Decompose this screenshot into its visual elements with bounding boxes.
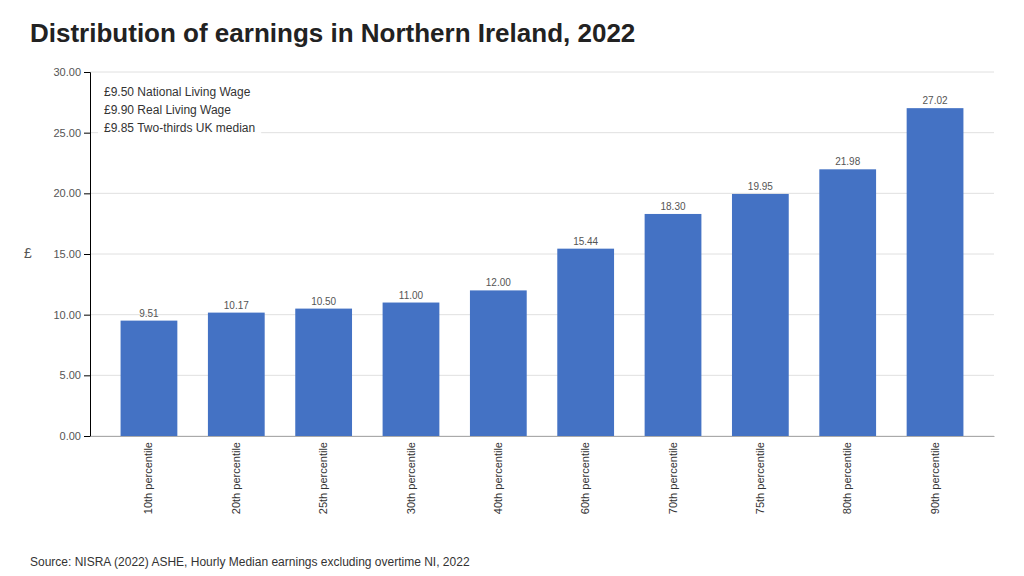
- y-tick-mark: [84, 315, 90, 316]
- data-label: 12.00: [486, 277, 511, 288]
- data-label: 19.95: [748, 181, 773, 192]
- x-tick-label: 60th percentile: [579, 442, 591, 514]
- grid: [90, 72, 994, 436]
- x-axis: 10th percentile 20th percentile 25th perce…: [91, 437, 995, 515]
- y-tick-label: 15.00: [53, 248, 81, 260]
- annotation-box: [98, 80, 261, 142]
- grid-line: [90, 72, 994, 73]
- x-tick-label: 70th percentile: [667, 442, 679, 514]
- bar: [383, 303, 440, 436]
- data-label: 10.17: [224, 300, 249, 311]
- y-tick-mark: [84, 133, 90, 134]
- chart: Distribution of earnings in Northern Ire…: [0, 0, 1024, 576]
- data-label: 27.02: [923, 95, 948, 106]
- y-tick-mark: [84, 436, 90, 437]
- x-tick-label: 90th percentile: [929, 442, 941, 514]
- data-label: 9.51: [139, 308, 159, 319]
- x-tick: 60th percentile: [579, 442, 591, 514]
- x-tick: 40th percentile: [492, 442, 504, 514]
- annotation-text: £9.50 National Living Wage: [104, 85, 251, 99]
- bar: [645, 214, 702, 436]
- x-tick: 75th percentile: [754, 442, 766, 514]
- annotation-text: £9.85 Two-thirds UK median: [104, 121, 255, 135]
- y-tick-mark: [84, 375, 90, 376]
- y-tick: 25.00: [53, 127, 90, 139]
- y-tick: 30.00: [53, 66, 90, 78]
- x-tick-label: 75th percentile: [754, 442, 766, 514]
- y-axis-line: [84, 73, 91, 437]
- y-tick-mark: [84, 193, 90, 194]
- y-tick: 0.00: [60, 430, 90, 442]
- data-label: 15.44: [573, 236, 598, 247]
- bar: [907, 108, 964, 436]
- x-tick-label: 20th percentile: [230, 442, 242, 514]
- source: Source: NISRA (2022) ASHE, Hourly Median…: [30, 555, 470, 569]
- bar: [732, 194, 789, 436]
- y-tick-label: 5.00: [60, 369, 81, 381]
- x-tick-label: 30th percentile: [405, 442, 417, 514]
- x-tick: 80th percentile: [841, 442, 853, 514]
- y-tick: 20.00: [53, 187, 90, 199]
- y-tick: 10.00: [53, 309, 90, 321]
- x-tick: 30th percentile: [405, 442, 417, 514]
- annotation-text: £9.90 Real Living Wage: [104, 103, 231, 117]
- bar: [121, 321, 178, 436]
- bar: [557, 249, 614, 436]
- x-tick-label: 25th percentile: [317, 442, 329, 514]
- title: Distribution of earnings in Northern Ire…: [30, 18, 635, 48]
- x-tick: 25th percentile: [317, 442, 329, 514]
- y-tick-mark: [84, 254, 90, 255]
- y-axis: 0.00 5.00 10.00 15.00 20.00 25.00 30.00: [53, 66, 90, 442]
- x-tick-label: 10th percentile: [142, 442, 154, 514]
- y-tick-mark: [84, 72, 90, 73]
- data-label: 18.30: [660, 201, 685, 212]
- x-tick: 10th percentile: [142, 442, 154, 514]
- data-label: 11.00: [399, 290, 424, 301]
- x-tick: 20th percentile: [230, 442, 242, 514]
- y-tick: 5.00: [60, 369, 90, 381]
- y-tick-label: 25.00: [53, 127, 81, 139]
- x-tick-label: 40th percentile: [492, 442, 504, 514]
- bar: [470, 290, 527, 436]
- annotation: £9.50 National Living Wage £9.90 Real Liv…: [98, 80, 261, 142]
- x-tick-label: 80th percentile: [841, 442, 853, 514]
- y-tick-label: 10.00: [53, 309, 81, 321]
- plot: 0.00 5.00 10.00 15.00 20.00 25.00 30.00 10th pe…: [53, 66, 994, 514]
- bars: [121, 108, 964, 436]
- y-tick-label: 20.00: [53, 187, 81, 199]
- y-tick-label: 0.00: [60, 430, 81, 442]
- data-label: 10.50: [311, 296, 336, 307]
- x-axis-line: [91, 436, 995, 437]
- bar: [819, 169, 876, 436]
- y-tick: 15.00: [53, 248, 90, 260]
- bar: [208, 313, 265, 436]
- x-tick: 70th percentile: [667, 442, 679, 514]
- data-label: 21.98: [835, 156, 860, 167]
- y-axis-title: £: [24, 245, 32, 261]
- bar: [295, 309, 352, 436]
- x-tick: 90th percentile: [929, 442, 941, 514]
- y-tick-label: 30.00: [53, 66, 81, 78]
